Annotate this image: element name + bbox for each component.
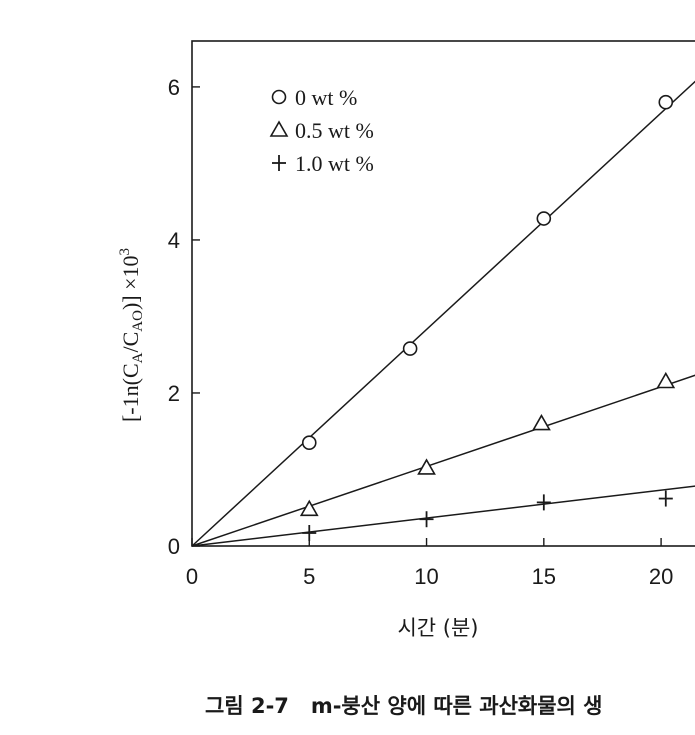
data-point	[658, 94, 674, 110]
plot-frame	[191, 40, 695, 547]
fit-line	[191, 374, 695, 547]
legend-label: 0 wt %	[295, 85, 357, 110]
x-tick-label: 20	[649, 564, 673, 589]
figure-caption: 그림 2-7 m-붕산 양에 따른 과산화물의 생	[205, 694, 603, 718]
data-point	[536, 494, 551, 511]
data-point	[417, 458, 436, 475]
x-tick-label: 0	[186, 564, 198, 589]
y-tick-label: 0	[168, 534, 180, 559]
data-markers	[299, 94, 676, 541]
legend-marker	[271, 89, 287, 105]
data-point	[402, 341, 418, 356]
data-point	[299, 499, 319, 517]
data-point	[302, 524, 317, 541]
y-tick-label: 4	[168, 228, 180, 253]
data-point	[301, 435, 317, 451]
y-tick-label: 2	[168, 381, 180, 406]
legend: 0 wt % 0.5 wt % 1.0 wt %	[269, 85, 374, 176]
data-point	[658, 490, 673, 507]
fit-line	[191, 80, 695, 547]
axes: 0 5 10 15 20 0 2 4 6	[168, 40, 695, 589]
y-axis-label: [-1n(CA/CAO)] ×103	[117, 248, 146, 422]
legend-label: 1.0 wt %	[295, 151, 374, 176]
data-point	[419, 511, 434, 528]
data-point	[532, 413, 551, 431]
legend-label: 0.5 wt %	[295, 118, 374, 143]
fit-lines	[191, 80, 695, 547]
legend-marker	[272, 155, 286, 171]
x-axis-label: 시간 (분)	[397, 616, 478, 640]
x-tick-label: 15	[532, 564, 556, 589]
legend-marker	[269, 120, 289, 137]
data-point	[656, 371, 676, 389]
fit-line	[191, 485, 695, 547]
x-tick-label: 10	[414, 564, 438, 589]
y-tick-label: 6	[168, 75, 180, 100]
x-tick-label: 5	[303, 564, 315, 589]
data-point	[536, 211, 552, 226]
